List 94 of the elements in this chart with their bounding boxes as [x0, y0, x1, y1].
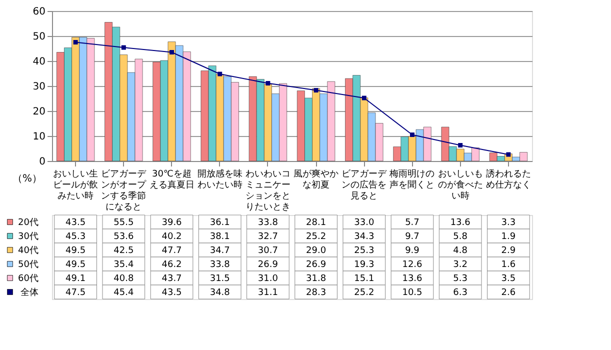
data-label: 5.8: [453, 232, 468, 242]
data-label: 28.3: [306, 288, 326, 298]
point: [73, 40, 78, 44]
data-label: 3.2: [453, 260, 468, 270]
data-label: 19.3: [354, 260, 374, 270]
y-tick-label: 0: [39, 156, 46, 168]
data-label: 25.2: [354, 288, 374, 298]
data-label: 36.1: [210, 218, 230, 228]
data-label: 1.6: [501, 260, 516, 270]
y-tick-label: 30: [32, 82, 46, 92]
x-tick-label: 30℃を超える真夏日: [149, 168, 194, 190]
data-label: 9.7: [405, 232, 420, 242]
data-label: 53.6: [114, 232, 134, 242]
data-label: 45.4: [114, 288, 134, 298]
data-label: 12.6: [402, 260, 423, 270]
data-label: 5.3: [453, 274, 468, 284]
point: [218, 72, 222, 76]
y-tick-label: 40: [32, 56, 46, 68]
data-label: 2.9: [501, 246, 516, 256]
x-tick-label: ビアガーデンの広告を見ると: [342, 168, 388, 202]
x-tick-label: 風が爽やかな初夏: [294, 168, 339, 190]
data-label: 28.1: [306, 218, 326, 228]
data-label: 34.7: [210, 246, 230, 256]
data-label: 10.5: [402, 288, 422, 298]
data-label: 43.5: [66, 218, 86, 228]
data-label: 31.5: [210, 274, 230, 284]
data-label: 25.2: [306, 232, 326, 242]
data-label: 40.8: [114, 274, 134, 284]
data-label: 13.6: [402, 274, 423, 284]
point: [266, 81, 270, 86]
data-label: 34.3: [354, 232, 374, 242]
point: [506, 152, 511, 157]
data-label: 5.7: [405, 218, 420, 228]
legend-label: 30代: [18, 231, 38, 242]
legend-label: 60代: [18, 273, 38, 284]
x-tick-label: ビアガーデンがオープンする季節になると: [101, 168, 148, 212]
data-label: 42.5: [114, 246, 134, 256]
x-tick-label: おいしいものが食べたい時: [438, 170, 483, 202]
data-label: 26.9: [306, 260, 326, 270]
data-label: 47.7: [162, 246, 182, 256]
data-label: 4.8: [453, 246, 468, 256]
data-label: 32.7: [258, 232, 278, 242]
y-tick-label: 60: [32, 6, 46, 18]
data-label: 31.1: [258, 288, 278, 298]
x-tick-label: おいしい生ビールが飲みたい時: [53, 168, 98, 202]
data-label: 1.9: [501, 232, 516, 242]
data-label: 34.8: [210, 288, 230, 298]
x-tick-label: 開放感を味わいたい時: [197, 168, 242, 190]
data-label: 9.9: [405, 246, 420, 256]
data-label: 33.8: [210, 260, 230, 270]
y-axis-title: （%）: [12, 174, 42, 184]
data-label: 33.0: [354, 218, 374, 228]
y-tick-label: 20: [32, 106, 46, 118]
data-label: 46.2: [162, 260, 182, 270]
data-label: 45.3: [66, 232, 86, 242]
data-label: 3.5: [501, 274, 516, 284]
data-label: 55.5: [114, 218, 134, 228]
data-label: 31.8: [306, 274, 326, 284]
point: [314, 88, 318, 92]
x-tick-label: わいわいコミュニケーションをとりたいとき: [245, 170, 290, 212]
point: [458, 143, 463, 148]
data-label: 30.7: [258, 246, 278, 256]
x-tick-label: 誘われるため仕方なく: [486, 168, 531, 190]
legend-label: 20代: [18, 217, 38, 228]
point: [362, 96, 366, 100]
data-label: 31.0: [258, 274, 278, 284]
data-label: 43.5: [162, 288, 182, 298]
point: [121, 45, 126, 50]
y-tick-label: 10: [32, 132, 46, 142]
legend-label: 50代: [18, 259, 38, 270]
data-label: 13.6: [450, 218, 471, 228]
data-label: 38.1: [210, 232, 230, 242]
data-label: 49.1: [66, 274, 86, 284]
point: [410, 132, 414, 137]
data-label: 29.0: [306, 246, 326, 256]
data-label: 47.5: [66, 288, 86, 298]
data-label: 35.4: [114, 260, 134, 270]
point: [170, 50, 174, 54]
data-label: 15.1: [354, 274, 374, 284]
data-label: 25.3: [354, 246, 374, 256]
legend-label: 全体: [20, 287, 38, 298]
data-label: 39.6: [162, 218, 182, 228]
y-tick-label: 50: [32, 32, 46, 42]
x-tick-label: 梅雨明けの声を聞くと: [388, 168, 435, 190]
data-label: 49.5: [66, 260, 86, 270]
data-label: 43.7: [162, 274, 182, 284]
data-label: 33.8: [258, 218, 278, 228]
data-label: 2.6: [501, 288, 516, 298]
legend-label: 40代: [18, 245, 38, 256]
data-label: 3.3: [501, 218, 516, 228]
data-label: 26.9: [258, 260, 278, 270]
data-label: 40.2: [162, 232, 182, 242]
data-label: 49.5: [66, 246, 86, 256]
data-label: 6.3: [453, 288, 468, 298]
